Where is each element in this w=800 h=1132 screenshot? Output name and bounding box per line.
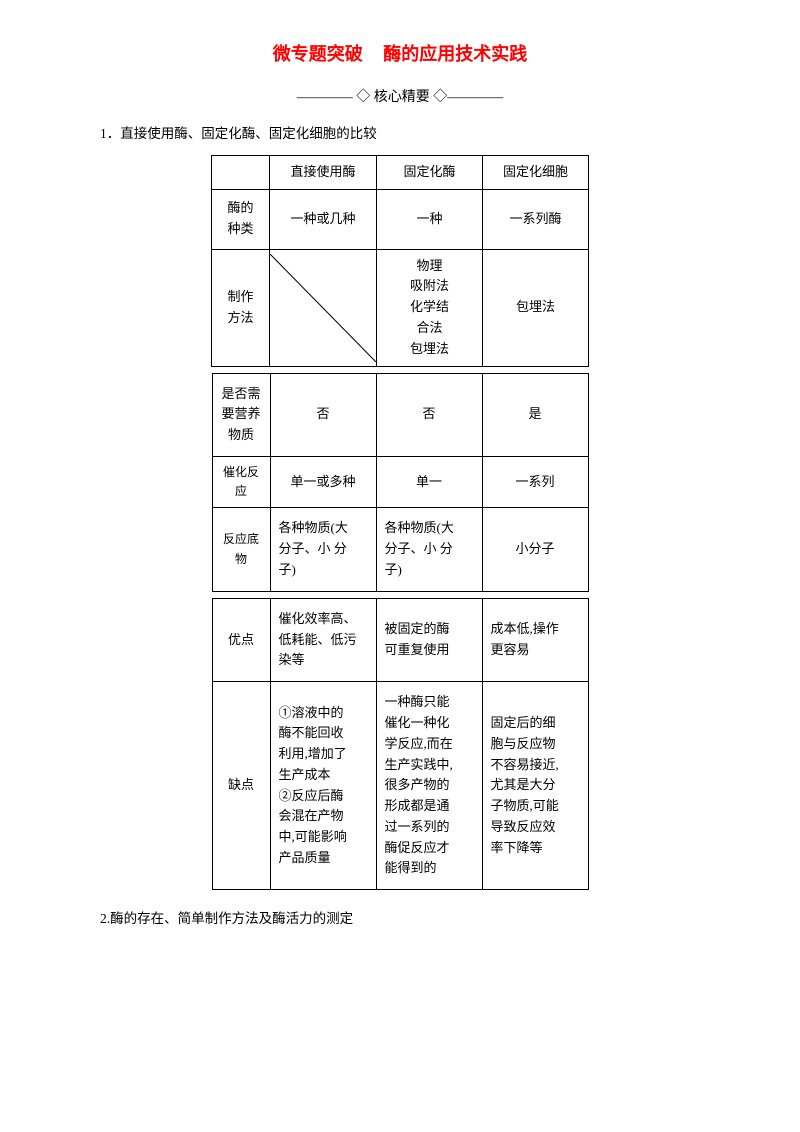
subtitle: ———— ◇ 核心精要 ◇———— [100, 87, 700, 109]
header-cell: 固定化细胞 [483, 155, 589, 189]
row-catalysis-c2: 单一或多种 [270, 456, 376, 507]
row-substrate-c4: 小分子 [482, 508, 588, 591]
comparison-table-wrap: 直接使用酶 固定化酶 固定化细胞 酶的种类 一种或几种 一种 一系列酶 制作方法… [100, 155, 700, 897]
row-nutrient-c2: 否 [270, 373, 376, 456]
row-types: 酶的种类 一种或几种 一种 一系列酶 [212, 189, 589, 249]
title-part2: 酶的应用技术实践 [383, 44, 527, 64]
row-pros-c3: 被固定的酶可重复使用 [376, 598, 482, 681]
table-block-3: 优点 催化效率高、低耗能、低污染等 被固定的酶可重复使用 成本低,操作更容易 缺… [212, 598, 589, 891]
row-method-c4: 包埋法 [483, 249, 589, 366]
row-types-label: 酶的种类 [212, 189, 270, 249]
table-block-1: 直接使用酶 固定化酶 固定化细胞 酶的种类 一种或几种 一种 一系列酶 制作方法… [211, 155, 589, 367]
row-cons-c4: 固定后的细胞与反应物不容易接近,尤其是大分子物质,可能导致反应效率下降等 [482, 682, 588, 890]
header-enzyme: 固定化酶 [377, 155, 483, 189]
row-nutrient-label: 是否需要营养物质 [212, 373, 270, 456]
row-types-c4: 一系列酶 [483, 189, 589, 249]
table-block-2: 是否需要营养物质 否 否 是 催化反应 单一或多种 单一 一系列 反应底物 各种… [212, 373, 589, 592]
row-nutrient-c4: 是 [482, 373, 588, 456]
row-pros-c2: 催化效率高、低耗能、低污染等 [270, 598, 376, 681]
table-header-row: 直接使用酶 固定化酶 固定化细胞 [212, 155, 589, 189]
row-cons-c2: ①溶液中的酶不能回收利用,增加了生产成本②反应后酶会混在产物中,可能影响产品质量 [270, 682, 376, 890]
row-substrate-c2: 各种物质(大分子、小 分子) [270, 508, 376, 591]
row-nutrient: 是否需要营养物质 否 否 是 [212, 373, 588, 456]
row-cons-label: 缺点 [212, 682, 270, 890]
header-blank [212, 155, 270, 189]
row-method-label: 制作方法 [212, 249, 270, 366]
row-method-diag [270, 249, 377, 366]
row-cons-c3: 一种酶只能催化一种化学反应,而在生产实践中,很多产物的形成都是通过一系列的酶促反… [376, 682, 482, 890]
row-substrate: 反应底物 各种物质(大分子、小 分子) 各种物质(大分子、小 分子) 小分子 [212, 508, 588, 591]
title-part1: 微专题突破 [273, 44, 363, 64]
row-types-c3: 一种 [377, 189, 483, 249]
diagonal-slash-icon [270, 254, 376, 362]
header-direct: 直接使用酶 [270, 155, 377, 189]
row-pros: 优点 催化效率高、低耗能、低污染等 被固定的酶可重复使用 成本低,操作更容易 [212, 598, 588, 681]
section1-heading: 1．直接使用酶、固定化酶、固定化细胞的比较 [100, 123, 700, 145]
row-types-c2: 一种或几种 [270, 189, 377, 249]
row-method: 制作方法 物理吸附法化学结合法包埋法 包埋法 [212, 249, 589, 366]
row-catalysis-c3: 单一 [376, 456, 482, 507]
page-title: 微专题突破 酶的应用技术实践 [100, 40, 700, 69]
row-method-c3: 物理吸附法化学结合法包埋法 [377, 249, 483, 366]
row-catalysis-c4: 一系列 [482, 456, 588, 507]
row-substrate-label: 反应底物 [212, 508, 270, 591]
row-substrate-c3: 各种物质(大分子、小 分子) [376, 508, 482, 591]
row-pros-label: 优点 [212, 598, 270, 681]
section2-heading: 2.酶的存在、简单制作方法及酶活力的测定 [100, 908, 700, 930]
row-pros-c4: 成本低,操作更容易 [482, 598, 588, 681]
row-catalysis: 催化反应 单一或多种 单一 一系列 [212, 456, 588, 507]
row-catalysis-label: 催化反应 [212, 456, 270, 507]
row-cons: 缺点 ①溶液中的酶不能回收利用,增加了生产成本②反应后酶会混在产物中,可能影响产… [212, 682, 588, 890]
row-nutrient-c3: 否 [376, 373, 482, 456]
